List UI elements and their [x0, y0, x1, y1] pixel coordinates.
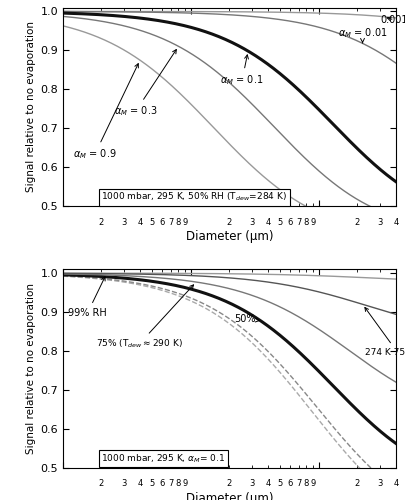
Text: 4: 4 — [392, 218, 397, 226]
Text: 99% RH: 99% RH — [68, 276, 107, 318]
Y-axis label: Signal relative to no evaporation: Signal relative to no evaporation — [26, 21, 36, 192]
Text: 274 K 75% RH: 274 K 75% RH — [364, 308, 405, 357]
Text: 5: 5 — [277, 480, 282, 488]
Text: 3: 3 — [121, 480, 126, 488]
Text: 6: 6 — [287, 480, 292, 488]
Text: 2: 2 — [354, 480, 359, 488]
Text: 4: 4 — [392, 480, 397, 488]
Text: 7: 7 — [168, 480, 173, 488]
Text: 7: 7 — [296, 218, 301, 226]
X-axis label: Diameter (μm): Diameter (μm) — [185, 230, 273, 243]
Text: 4: 4 — [264, 480, 270, 488]
Text: 8: 8 — [303, 218, 308, 226]
Text: 4: 4 — [264, 218, 270, 226]
Text: 20% (T$_{dew}$$\approx$271): 20% (T$_{dew}$$\approx$271) — [0, 499, 1, 500]
Text: 3: 3 — [376, 218, 382, 226]
Text: 5: 5 — [277, 218, 282, 226]
Text: 10% (T$_{dew}$$\approx$262 K): 10% (T$_{dew}$$\approx$262 K) — [0, 499, 1, 500]
Text: 3: 3 — [376, 480, 382, 488]
Text: 5: 5 — [149, 218, 155, 226]
Text: 1000 mbar, 295 K, $\alpha_M$= 0.1: 1000 mbar, 295 K, $\alpha_M$= 0.1 — [101, 452, 225, 465]
Text: 8: 8 — [175, 218, 181, 226]
Text: $\alpha_M$ = 0.1: $\alpha_M$ = 0.1 — [220, 55, 263, 87]
Text: 2: 2 — [226, 480, 231, 488]
Y-axis label: Signal relative to no evaporation: Signal relative to no evaporation — [26, 283, 36, 454]
Text: $\alpha_M$ = 0.9: $\alpha_M$ = 0.9 — [73, 64, 138, 161]
Text: 2: 2 — [226, 218, 231, 226]
Text: 8: 8 — [303, 480, 308, 488]
Text: 9: 9 — [182, 218, 187, 226]
Text: 6: 6 — [160, 218, 165, 226]
Text: 4: 4 — [137, 218, 142, 226]
Text: 9: 9 — [182, 480, 187, 488]
Text: $\alpha_M$ = 0.3: $\alpha_M$ = 0.3 — [113, 50, 176, 118]
Text: 7: 7 — [296, 480, 301, 488]
Text: 3: 3 — [249, 218, 254, 226]
Text: 7: 7 — [168, 218, 173, 226]
Text: $\alpha_M$ = 0.01: $\alpha_M$ = 0.01 — [337, 26, 386, 43]
Text: 3: 3 — [249, 480, 254, 488]
Text: 3: 3 — [121, 218, 126, 226]
Text: 2: 2 — [98, 218, 104, 226]
Text: 1000 mbar, 295 K, 50% RH (T$_{dew}$=284 K): 1000 mbar, 295 K, 50% RH (T$_{dew}$=284 … — [101, 191, 287, 203]
Text: 2: 2 — [98, 480, 104, 488]
Text: 6: 6 — [160, 480, 165, 488]
Text: 75% (T$_{dew}$$\approx$290 K): 75% (T$_{dew}$$\approx$290 K) — [95, 285, 193, 350]
Text: 8: 8 — [175, 480, 181, 488]
Text: 5: 5 — [149, 480, 155, 488]
Text: 4: 4 — [137, 480, 142, 488]
Text: 9: 9 — [309, 480, 315, 488]
X-axis label: Diameter (μm): Diameter (μm) — [185, 492, 273, 500]
Text: 9: 9 — [309, 218, 315, 226]
Text: 0.001: 0.001 — [380, 15, 405, 25]
Text: 50%: 50% — [234, 314, 259, 324]
Text: 6: 6 — [287, 218, 292, 226]
Text: 2: 2 — [354, 218, 359, 226]
